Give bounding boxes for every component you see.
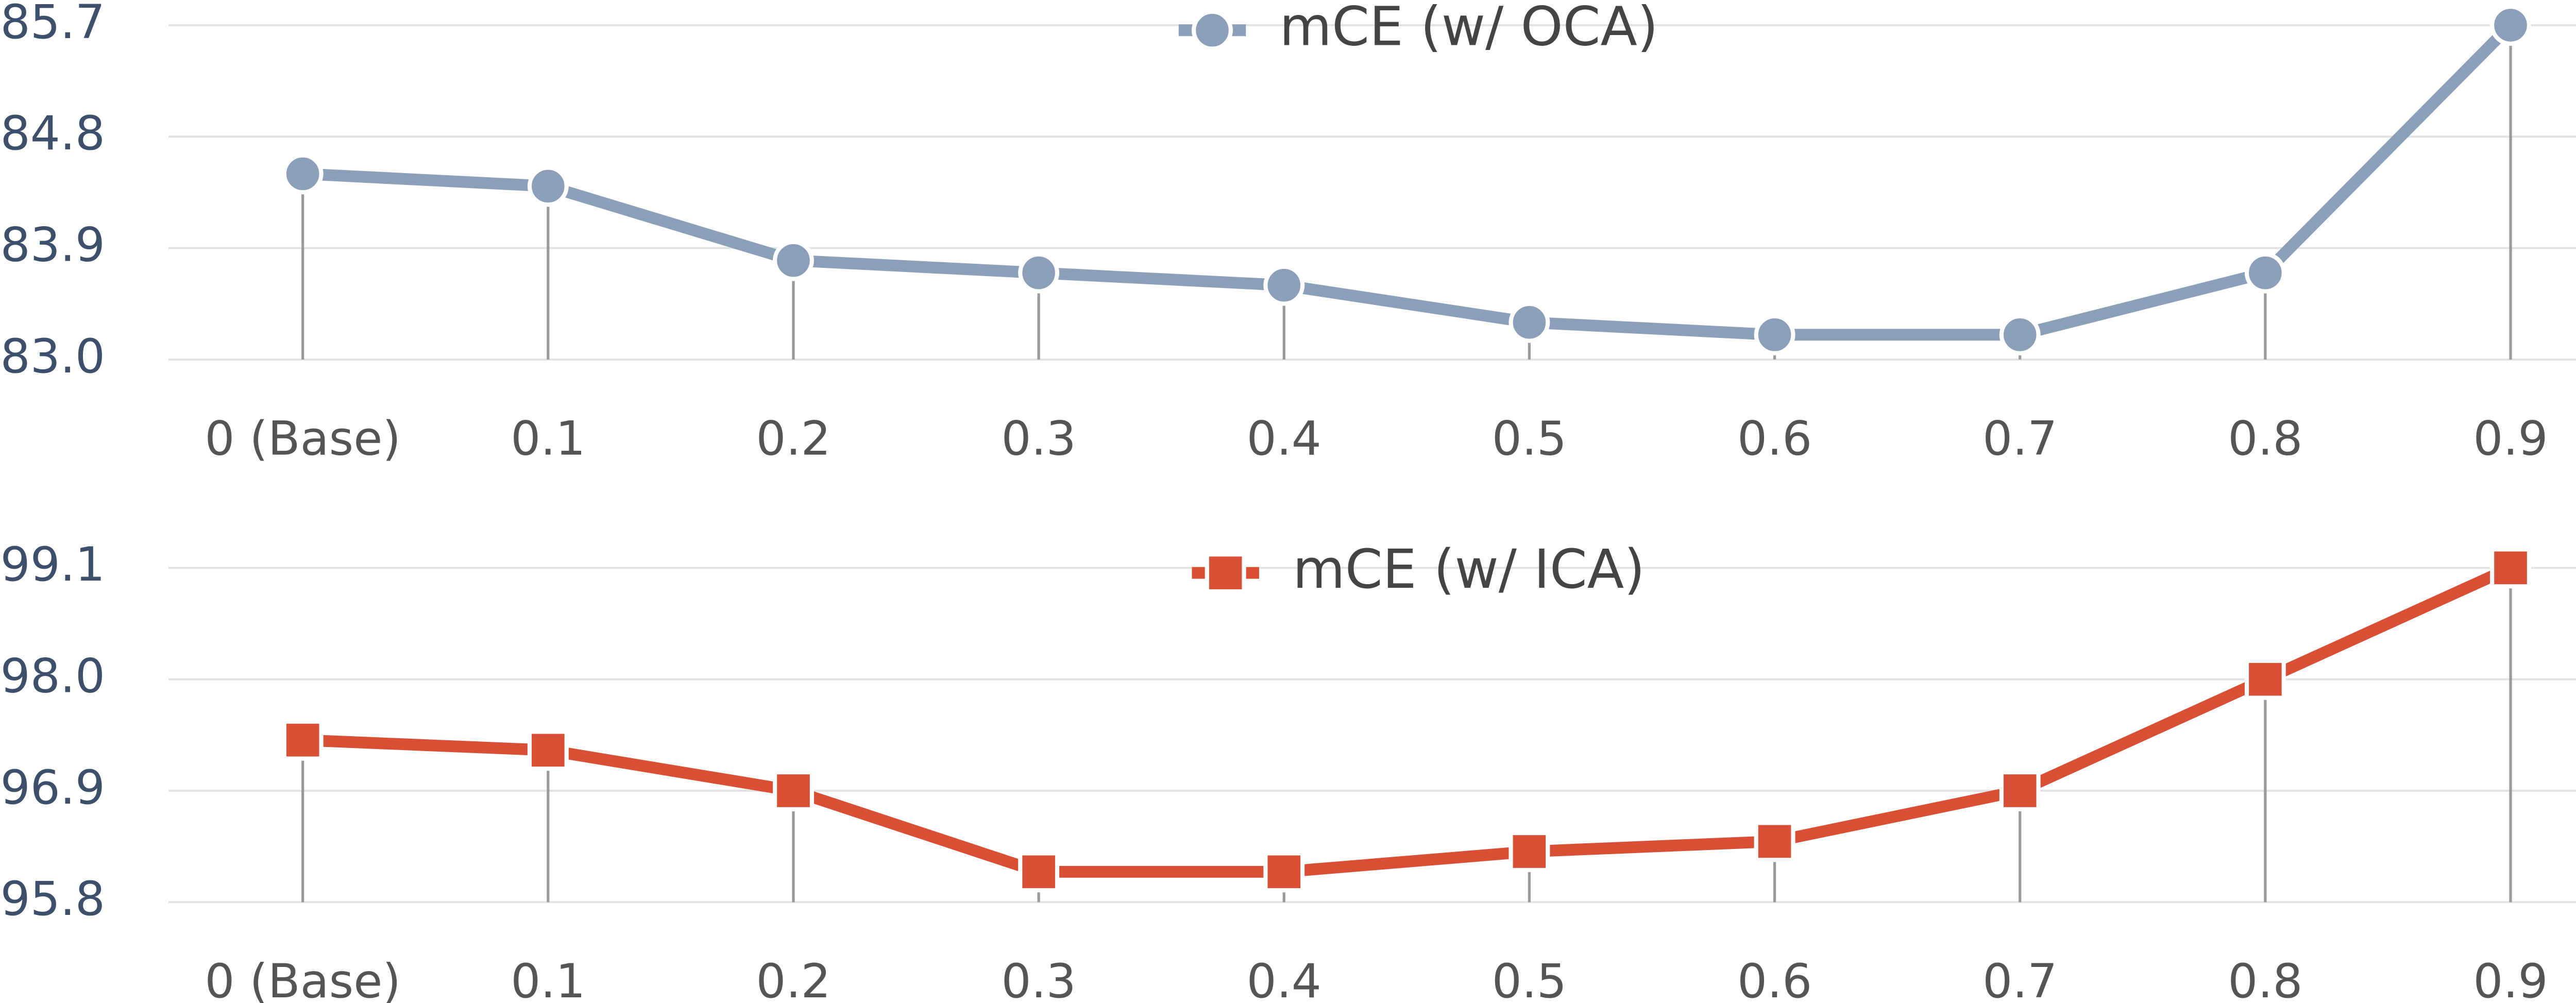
point (2490, 4, 2531, 46)
x-tick-label: 0.6 (1737, 411, 1812, 466)
legend-marker (1192, 9, 1233, 51)
x-tick-label: 0.4 (1247, 954, 1321, 1003)
x-tick-label: 0.5 (1492, 411, 1567, 466)
x-tick-label: 0.8 (2228, 411, 2302, 466)
y-tick-label: 98.0 (1, 649, 105, 704)
y-tick-label: 99.1 (1, 537, 105, 592)
y-tick-label: 84.8 (1, 106, 105, 161)
legend-label: mCE (w/ OCA) (1279, 0, 1658, 58)
x-tick-label: 0.1 (511, 411, 585, 466)
point (1509, 301, 1550, 343)
x-tick-label: 0.4 (1247, 411, 1321, 466)
x-tick-label: 0.9 (2473, 954, 2548, 1003)
point (282, 719, 324, 761)
point (282, 153, 324, 195)
y-tick-label: 85.7 (1, 0, 105, 49)
point (773, 770, 814, 811)
point (1999, 314, 2041, 355)
x-tick-label: 0.6 (1737, 954, 1812, 1003)
point (773, 240, 814, 281)
point (1263, 264, 1305, 306)
x-tick-label: 0.7 (1982, 954, 2057, 1003)
series-line (302, 21, 2515, 341)
point (1754, 314, 1795, 355)
series-line (302, 562, 2513, 878)
x-tick-label: 0.9 (2473, 411, 2548, 466)
x-tick-label: 0.2 (756, 411, 831, 466)
x-tick-label: 0.5 (1492, 954, 1567, 1003)
x-tick-label: 0 (Base) (205, 954, 401, 1003)
point (1754, 821, 1795, 862)
y-tick-label: 83.9 (1, 217, 105, 272)
y-tick-label: 96.9 (1, 760, 105, 815)
y-tick-label: 95.8 (1, 871, 105, 926)
x-tick-label: 0.3 (1002, 411, 1076, 466)
point (1999, 770, 2041, 811)
x-tick-label: 0.7 (1982, 411, 2057, 466)
point (527, 165, 569, 207)
x-tick-label: 0 (Base) (205, 411, 401, 466)
point (2244, 252, 2286, 294)
x-tick-label: 0.2 (756, 954, 831, 1003)
point (1263, 851, 1305, 893)
legend-marker (1205, 552, 1246, 594)
y-tick-label: 83.0 (1, 329, 105, 384)
point (2244, 658, 2286, 700)
point (1509, 831, 1550, 872)
x-tick-label: 0.3 (1002, 954, 1076, 1003)
legend-label: mCE (w/ ICA) (1293, 538, 1645, 601)
x-tick-label: 0.8 (2228, 954, 2302, 1003)
point (527, 729, 569, 771)
point (1018, 851, 1060, 893)
x-tick-label: 0.1 (511, 954, 585, 1003)
point (1018, 252, 1060, 294)
point (2490, 547, 2531, 589)
